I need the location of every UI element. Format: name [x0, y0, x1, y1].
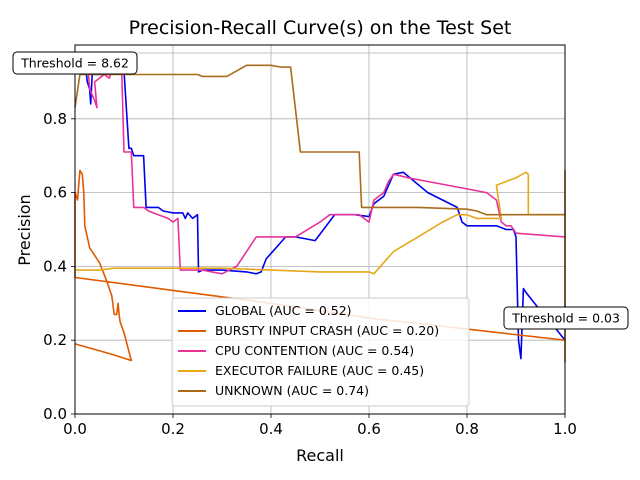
legend-label-3: EXECUTOR FAILURE (AUC = 0.45)	[215, 363, 424, 378]
series-line-3	[75, 171, 565, 275]
chart-title: Precision-Recall Curve(s) on the Test Se…	[129, 17, 512, 39]
x-tick-label: 0.0	[63, 420, 87, 438]
x-tick-label: 0.6	[357, 420, 381, 438]
legend-label-2: CPU CONTENTION (AUC = 0.54)	[215, 343, 414, 358]
x-axis-label: Recall	[296, 446, 344, 465]
series-line-4	[74, 64, 566, 363]
x-tick-label: 0.8	[455, 420, 479, 438]
axis-ticks: 0.0 0.2 0.4 0.6 0.8 1.0 0.0 0.2 0.4 0.6 0.8	[43, 110, 577, 438]
threshold-annotations: Threshold = 8.62 Threshold = 0.03	[12, 51, 629, 330]
series-line-0	[75, 59, 566, 360]
threshold-box-1	[503, 306, 629, 330]
y-tick-label: 0.4	[43, 257, 67, 275]
legend-label-1: BURSTY INPUT CRASH (AUC = 0.20)	[215, 323, 439, 338]
legend: GLOBAL (AUC = 0.52) BURSTY INPUT CRASH (A…	[171, 297, 470, 407]
y-tick-label: 0.8	[43, 110, 67, 128]
x-tick-label: 0.4	[259, 420, 283, 438]
x-tick-label: 1.0	[553, 420, 577, 438]
plot-frame	[74, 44, 566, 415]
y-tick-label: 0.0	[43, 405, 67, 423]
threshold-box-0	[12, 51, 138, 75]
y-tick-label: 0.2	[43, 331, 67, 349]
y-axis-label: Precision	[15, 194, 34, 265]
legend-label-0: GLOBAL (AUC = 0.52)	[215, 303, 352, 318]
legend-label-4: UNKNOWN (AUC = 0.74)	[215, 383, 369, 398]
series-line-1	[74, 169, 566, 362]
threshold-label-0: Threshold = 8.62	[20, 56, 129, 71]
legend-box	[171, 297, 470, 407]
x-tick-label: 0.2	[161, 420, 185, 438]
threshold-label-1: Threshold = 0.03	[511, 311, 620, 326]
y-tick-label: 0.6	[43, 184, 67, 202]
